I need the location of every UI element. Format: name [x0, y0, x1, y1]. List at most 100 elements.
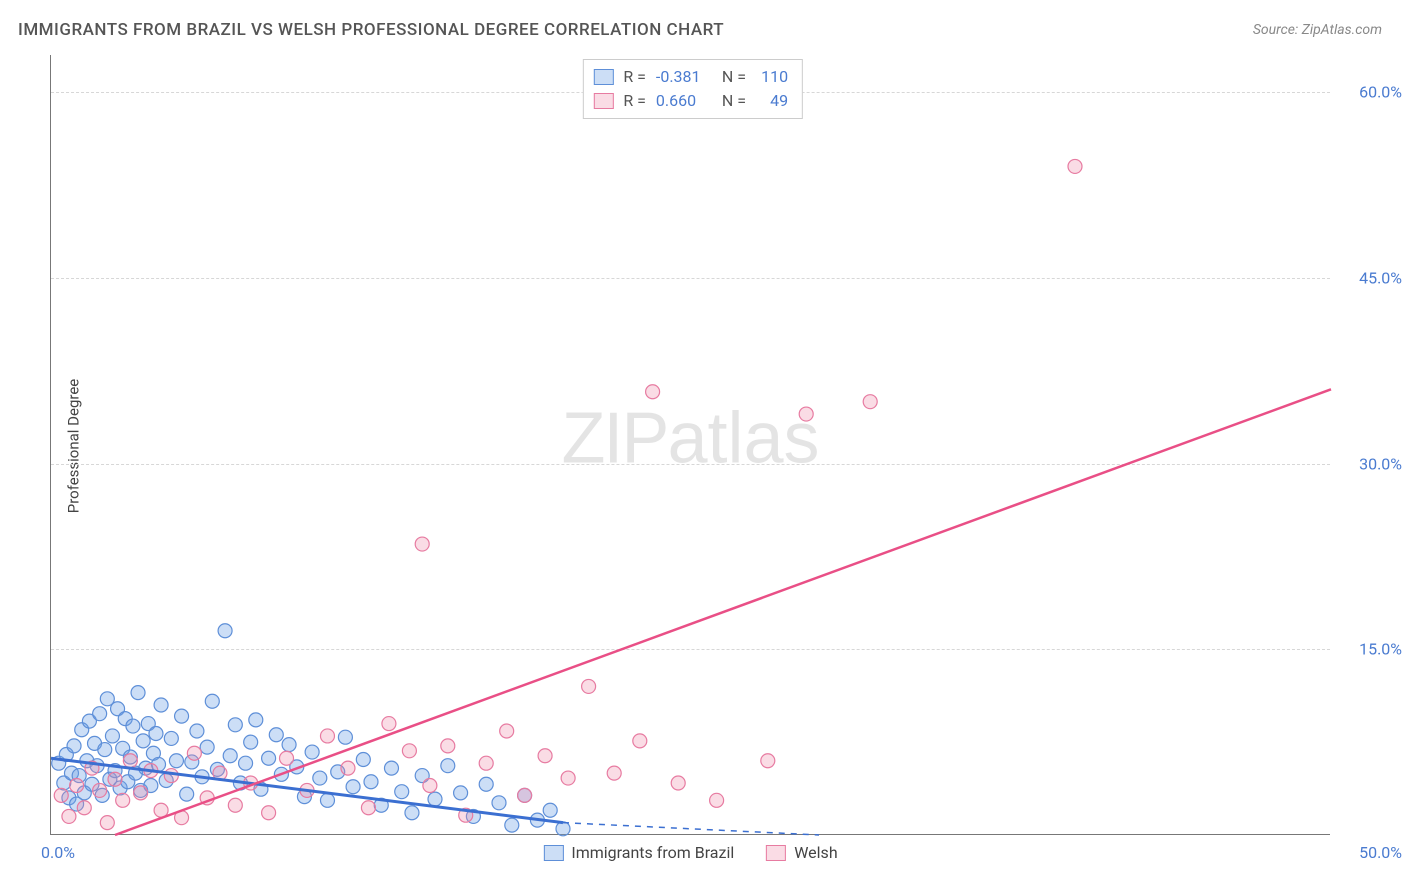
- welsh-point: [382, 717, 396, 731]
- welsh-point: [108, 772, 122, 786]
- welsh-point: [518, 788, 532, 802]
- brazil-point: [338, 730, 352, 744]
- brazil-point: [175, 709, 189, 723]
- welsh-point: [62, 809, 76, 823]
- brazil-point: [305, 745, 319, 759]
- r-value: -0.381: [656, 65, 712, 89]
- y-tick-label: 30.0%: [1342, 454, 1402, 473]
- brazil-point: [384, 761, 398, 775]
- brazil-point: [313, 771, 327, 785]
- brazil-point: [190, 724, 204, 738]
- welsh-point: [799, 407, 813, 421]
- welsh-point: [116, 793, 130, 807]
- welsh-point: [123, 754, 137, 768]
- brazil-point: [405, 806, 419, 820]
- brazil-point: [492, 796, 506, 810]
- legend-swatch: [543, 845, 563, 861]
- brazil-point: [93, 707, 107, 721]
- welsh-point: [187, 746, 201, 760]
- source-attribution: Source: ZipAtlas.com: [1253, 22, 1382, 38]
- series-legend: Immigrants from Brazil Welsh: [543, 843, 837, 862]
- brazil-point: [262, 751, 276, 765]
- brazil-point: [282, 738, 296, 752]
- welsh-point: [415, 537, 429, 551]
- welsh-point: [341, 761, 355, 775]
- plot-area: ZIPatlas 15.0%30.0%45.0%60.0% R =-0.381N…: [50, 55, 1330, 835]
- welsh-point: [1068, 159, 1082, 173]
- r-value: 0.660: [656, 89, 712, 113]
- welsh-point: [134, 786, 148, 800]
- brazil-point: [346, 780, 360, 794]
- chart-title: IMMIGRANTS FROM BRAZIL VS WELSH PROFESSI…: [18, 20, 724, 40]
- brazil-point: [228, 718, 242, 732]
- legend-stat-row: R = -0.381 N = 110: [593, 65, 788, 89]
- brazil-point: [105, 729, 119, 743]
- welsh-point: [479, 756, 493, 770]
- brazil-point: [200, 740, 214, 754]
- welsh-point: [361, 801, 375, 815]
- brazil-point: [223, 749, 237, 763]
- brazil-point: [556, 822, 570, 836]
- source-prefix: Source:: [1253, 22, 1302, 38]
- source-name: ZipAtlas.com: [1302, 22, 1382, 38]
- welsh-point: [761, 754, 775, 768]
- welsh-trendline: [115, 389, 1331, 835]
- brazil-point: [364, 775, 378, 789]
- brazil-point: [428, 792, 442, 806]
- welsh-point: [538, 749, 552, 763]
- brazil-point: [98, 743, 112, 757]
- welsh-point: [671, 776, 685, 790]
- brazil-point: [67, 739, 81, 753]
- brazil-point: [169, 754, 183, 768]
- brazil-point: [543, 803, 557, 817]
- r-label: R =: [623, 89, 646, 113]
- welsh-point: [423, 778, 437, 792]
- welsh-point: [280, 751, 294, 765]
- welsh-point: [93, 783, 107, 797]
- brazil-point: [180, 787, 194, 801]
- welsh-point: [582, 679, 596, 693]
- welsh-point: [646, 385, 660, 399]
- y-tick-label: 15.0%: [1342, 640, 1402, 659]
- welsh-point: [402, 744, 416, 758]
- welsh-point: [863, 395, 877, 409]
- welsh-point: [228, 798, 242, 812]
- brazil-point: [479, 777, 493, 791]
- welsh-point: [561, 771, 575, 785]
- legend-swatch: [593, 69, 613, 85]
- welsh-point: [441, 739, 455, 753]
- legend-series-label: Immigrants from Brazil: [571, 843, 734, 862]
- brazil-point: [441, 759, 455, 773]
- welsh-point: [633, 734, 647, 748]
- n-label: N =: [722, 89, 746, 113]
- welsh-point: [320, 729, 334, 743]
- n-value: 49: [756, 89, 788, 113]
- brazil-trendline-dash: [563, 823, 819, 835]
- correlation-legend: R = -0.381 N = 110 R = 0.660 N = 49: [582, 59, 803, 119]
- scatter-svg: [51, 55, 1330, 834]
- brazil-point: [269, 728, 283, 742]
- x-tick-max: 50.0%: [1359, 843, 1402, 862]
- brazil-point: [320, 793, 334, 807]
- brazil-point: [356, 752, 370, 766]
- n-value: 110: [756, 65, 788, 89]
- welsh-point: [77, 801, 91, 815]
- welsh-point: [607, 766, 621, 780]
- brazil-point: [126, 719, 140, 733]
- x-tick-min: 0.0%: [41, 843, 75, 862]
- n-label: N =: [722, 65, 746, 89]
- brazil-point: [205, 694, 219, 708]
- r-label: R =: [623, 65, 646, 89]
- brazil-point: [136, 734, 150, 748]
- brazil-point: [149, 726, 163, 740]
- brazil-point: [249, 713, 263, 727]
- y-tick-label: 60.0%: [1342, 83, 1402, 102]
- welsh-point: [70, 778, 84, 792]
- legend-series-item: Welsh: [766, 843, 837, 862]
- brazil-point: [131, 686, 145, 700]
- y-tick-label: 45.0%: [1342, 268, 1402, 287]
- chart-header: IMMIGRANTS FROM BRAZIL VS WELSH PROFESSI…: [18, 20, 1382, 40]
- welsh-point: [500, 724, 514, 738]
- brazil-point: [395, 785, 409, 799]
- legend-swatch: [593, 93, 613, 109]
